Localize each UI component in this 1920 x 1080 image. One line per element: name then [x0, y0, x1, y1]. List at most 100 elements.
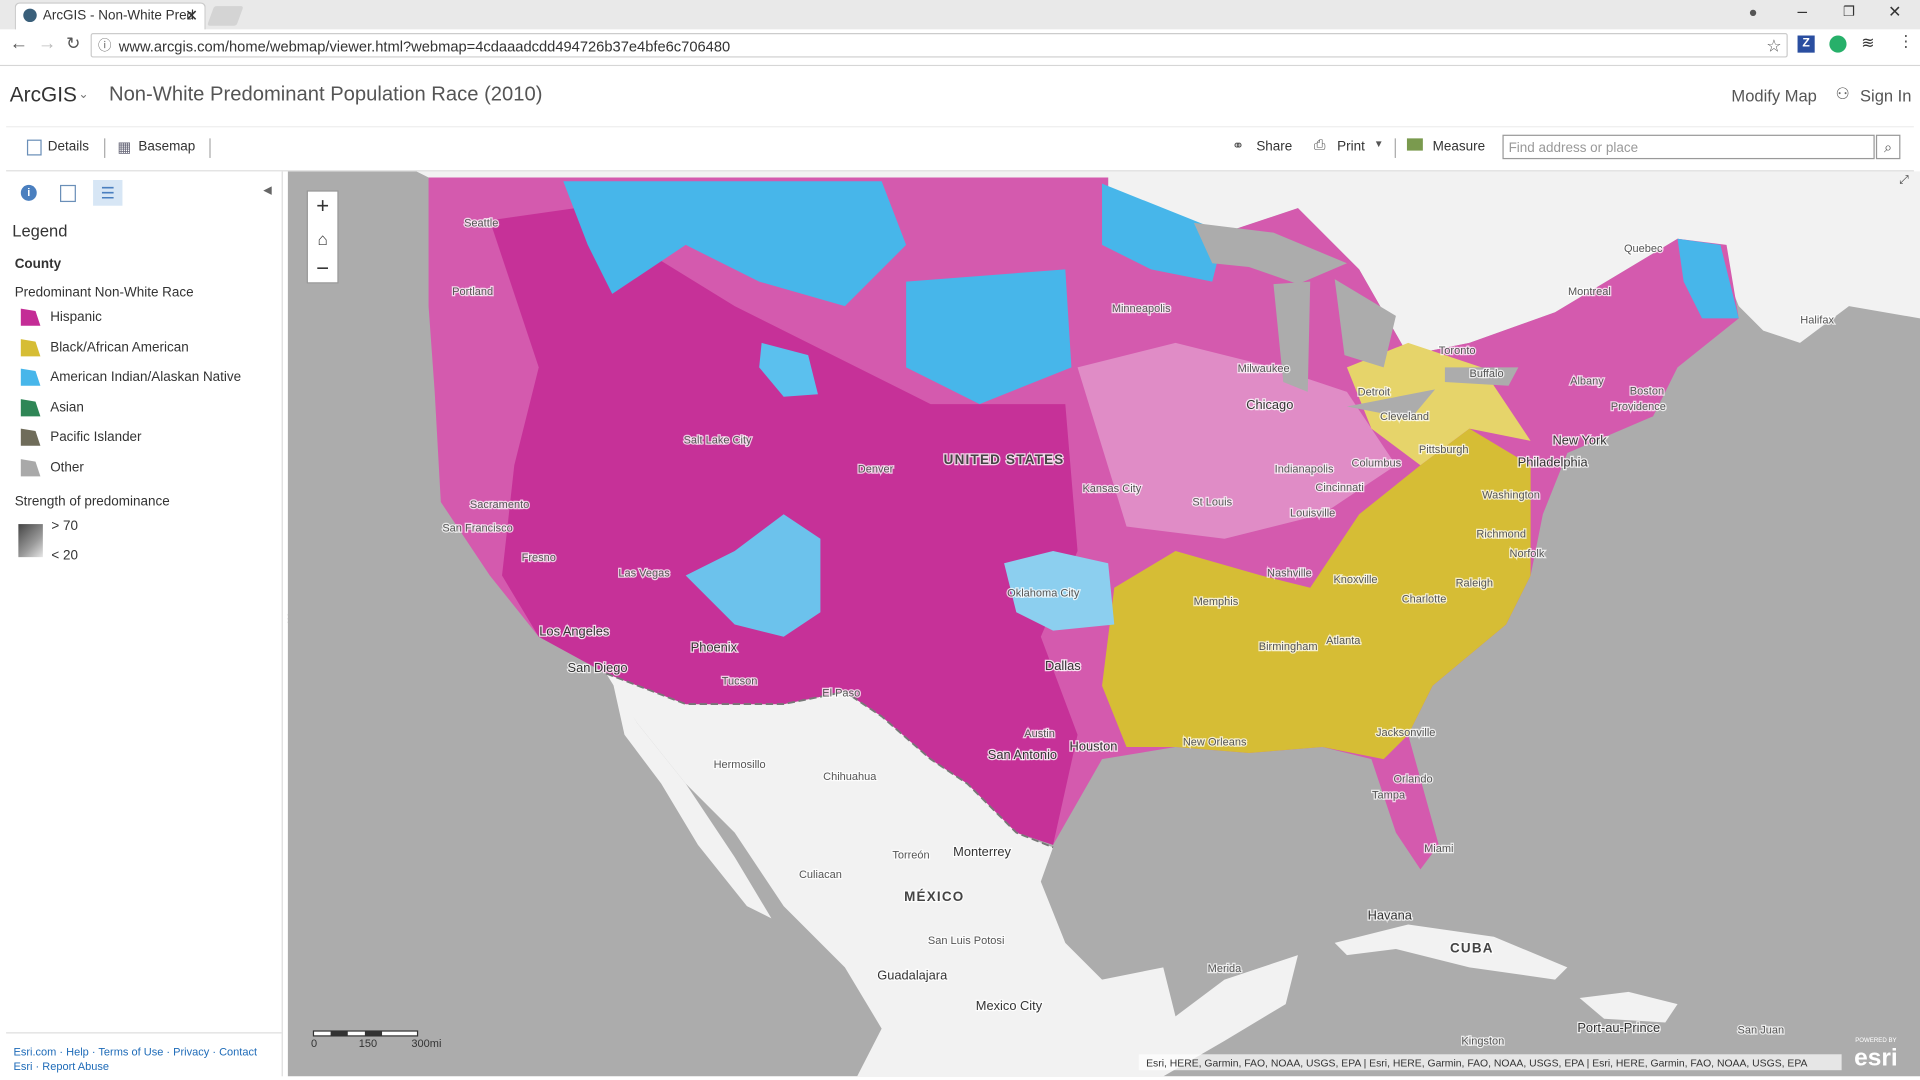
basemap-button[interactable]: Basemap: [138, 139, 196, 155]
toolbar: Details ▦ Basemap ⚭ Share ⎙ Print ▼ Meas…: [6, 126, 1914, 172]
esri-logo[interactable]: esri: [1854, 1044, 1898, 1071]
map-label: Austin: [1024, 728, 1055, 740]
user-icon: ⚇: [1835, 84, 1850, 103]
lake-erie: [1346, 389, 1436, 419]
separator: [104, 138, 106, 158]
native-maine: [1677, 238, 1739, 319]
map-label: Atlanta: [1326, 635, 1361, 647]
share-button[interactable]: Share: [1256, 139, 1293, 155]
sign-in[interactable]: Sign In: [1860, 86, 1912, 106]
separator: [1394, 138, 1396, 158]
footer-link[interactable]: Privacy: [173, 1045, 210, 1058]
baja: [612, 679, 772, 919]
home-button[interactable]: ⌂: [317, 229, 327, 249]
legend-swatch: [20, 368, 41, 386]
map-label: New Orleans: [1183, 737, 1247, 749]
map-label: Cleveland: [1380, 411, 1429, 423]
footer-link[interactable]: Esri: [13, 1060, 33, 1073]
collapse-panel[interactable]: ◀: [263, 183, 272, 196]
map-label: Kingston: [1461, 1035, 1504, 1047]
native-southwest: [685, 514, 821, 637]
footer-link[interactable]: Esri.com: [13, 1045, 57, 1058]
map-label: Cincinnati: [1315, 482, 1363, 494]
new-tab[interactable]: [207, 6, 244, 26]
footer-link[interactable]: Report Abuse: [42, 1060, 110, 1073]
lake-superior: [1193, 222, 1347, 285]
app-name[interactable]: ArcGIS: [9, 83, 77, 107]
print-button[interactable]: Print: [1337, 139, 1365, 155]
map-label: Las Vegas: [618, 568, 670, 580]
back-button[interactable]: ←: [9, 33, 29, 54]
map-label: San Juan: [1738, 1024, 1785, 1036]
legend-label: American Indian/Alaskan Native: [50, 369, 242, 385]
map-label: San Luis Potosi: [928, 935, 1005, 947]
legend-label: Hispanic: [50, 309, 102, 325]
details-icon: [26, 139, 42, 156]
minimize[interactable]: –: [1797, 1, 1808, 21]
map-label: Raleigh: [1456, 578, 1493, 590]
map-label: San Diego: [568, 660, 628, 675]
strength-low: < 20: [51, 548, 79, 564]
native-plains: [906, 269, 1072, 405]
map-label: Sacramento: [470, 499, 529, 511]
info-icon: ⓘ: [97, 39, 112, 54]
content-tab[interactable]: [60, 184, 76, 203]
extension-grammarly[interactable]: [1829, 35, 1847, 53]
details-button[interactable]: Details: [47, 139, 89, 155]
url-field[interactable]: ⓘ www.arcgis.com/home/webmap/viewer.html…: [90, 33, 1788, 58]
app-menu-caret[interactable]: ⌄: [78, 88, 89, 102]
print-caret[interactable]: ▼: [1373, 138, 1384, 150]
about-tab[interactable]: i: [20, 184, 37, 201]
legend-swatch: [20, 428, 41, 446]
footer-link[interactable]: Terms of Use: [98, 1045, 164, 1058]
expand-map[interactable]: ⤢: [1898, 173, 1909, 187]
profile-icon[interactable]: ●: [1748, 3, 1758, 21]
zoom-panel: [306, 190, 339, 284]
forward-button[interactable]: →: [37, 33, 57, 54]
map-label: Pittsburgh: [1419, 444, 1469, 456]
hispaniola: [1579, 991, 1678, 1023]
map-label: Jacksonville: [1376, 727, 1435, 739]
browser-tab[interactable]: ArcGIS - Non-White Pred ✕: [14, 2, 206, 31]
us-counties-light: [1077, 342, 1396, 539]
legend-swatch: [20, 398, 41, 416]
map-label: Philadelphia: [1518, 455, 1589, 470]
address-bar: ← → ↻ ⓘ www.arcgis.com/home/webmap/viewe…: [0, 29, 1920, 67]
map-label: Richmond: [1476, 529, 1526, 541]
map-label: Washington: [1482, 489, 1540, 501]
close-window[interactable]: ✕: [1888, 2, 1902, 21]
modify-map[interactable]: Modify Map: [1731, 86, 1817, 106]
search-input[interactable]: Find address or place: [1502, 134, 1875, 160]
maximize[interactable]: ❐: [1842, 4, 1855, 20]
extension-layers[interactable]: ≋: [1861, 33, 1875, 52]
swatch-shape: [20, 458, 41, 476]
zoom-in[interactable]: +: [316, 193, 329, 218]
search-button[interactable]: ⌕: [1875, 134, 1901, 160]
favicon: [23, 8, 37, 23]
tab-close[interactable]: ✕: [184, 6, 199, 25]
footer-link[interactable]: Help: [66, 1045, 89, 1058]
map-label: Toronto: [1439, 345, 1476, 357]
border: [605, 672, 1054, 849]
swatch-shape: [20, 338, 41, 356]
extension-z[interactable]: Z: [1797, 35, 1815, 53]
zoom-out[interactable]: −: [316, 256, 329, 281]
bookmark-star[interactable]: ☆: [1766, 35, 1782, 56]
browser-menu[interactable]: ⋮: [1897, 31, 1914, 51]
map-label: Montreal: [1568, 286, 1611, 298]
map-label: Merida: [1208, 963, 1243, 975]
native-utah: [759, 342, 818, 397]
swatch-shape: [20, 428, 41, 446]
footer-link[interactable]: Contact: [219, 1045, 258, 1058]
measure-button[interactable]: Measure: [1432, 139, 1486, 155]
scale-bar-seg: [364, 1031, 383, 1036]
legend-swatch: [20, 458, 41, 476]
map-label: Tampa: [1372, 789, 1406, 801]
map[interactable]: Seattle Portland Minneapolis Quebec Montreal…: [287, 171, 1920, 1077]
legend-tab[interactable]: ☰: [93, 180, 123, 206]
tab-bar: ArcGIS - Non-White Pred ✕ ● – ❐ ✕: [0, 0, 1920, 31]
reload-button[interactable]: ↻: [66, 33, 81, 53]
map-label: Indianapolis: [1275, 464, 1334, 476]
side-panel: i ☰ ◀ Legend County Predominant Non-Whit…: [6, 171, 294, 1077]
map-label: Houston: [1070, 739, 1118, 754]
